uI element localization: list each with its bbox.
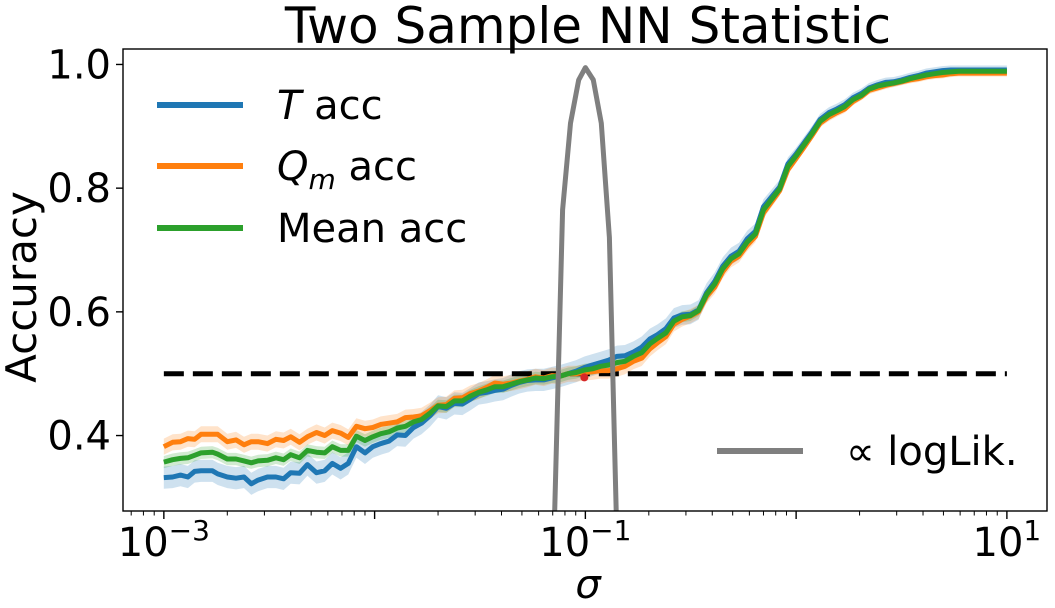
x-tick-label: 101 bbox=[973, 514, 1042, 566]
series-line-mean-acc bbox=[163, 68, 1007, 466]
y-tick-label: 0.8 bbox=[47, 166, 111, 212]
legend-label-loglik: ∝ logLik. bbox=[846, 429, 1018, 475]
y-tick-label: 0.4 bbox=[47, 414, 111, 460]
legend-label-t: T acc bbox=[277, 83, 383, 129]
axes: 0.4 0.6 0.8 1.0 10−3 10−1 101 bbox=[47, 42, 1048, 566]
chart-title: Two Sample NN Statistic bbox=[284, 0, 891, 55]
legend: T acc Qm acc Mean acc ∝ logLik. bbox=[157, 83, 1018, 475]
series-lines bbox=[162, 65, 1007, 511]
y-tick-label: 1.0 bbox=[47, 42, 111, 88]
y-tick-label: 0.6 bbox=[47, 290, 111, 336]
x-tick-label: 10−1 bbox=[539, 514, 631, 566]
series-line-loglik bbox=[552, 65, 619, 511]
estimate-marker bbox=[580, 373, 589, 382]
y-axis-label: Accuracy bbox=[0, 191, 46, 383]
legend-label-qm: Qm acc bbox=[277, 144, 417, 196]
x-axis-label: σ bbox=[575, 562, 602, 608]
legend-label-mean: Mean acc bbox=[277, 206, 467, 252]
series-line-t-acc bbox=[163, 67, 1007, 487]
series-line-qm-acc bbox=[162, 70, 1007, 449]
x-tick-label: 10−3 bbox=[118, 514, 210, 566]
